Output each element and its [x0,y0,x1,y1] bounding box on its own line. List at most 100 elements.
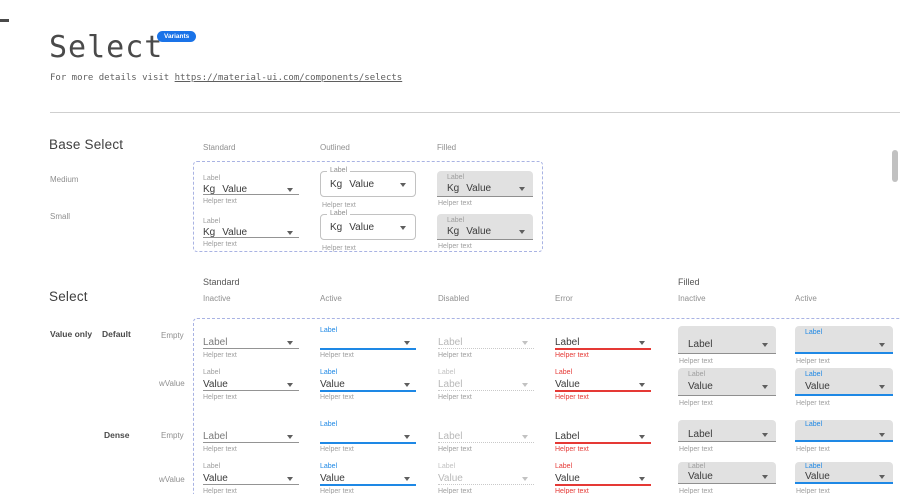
floating-label: Label [805,371,823,378]
select-value: Label [688,339,713,350]
docs-link[interactable]: https://material-ui.com/components/selec… [174,73,403,83]
underline [555,348,651,350]
value-row: Label [438,336,534,349]
select-value: Value [555,379,580,390]
select-control-outlined-inactive[interactable]: Label Kg Value Helper text [320,210,416,252]
select-value: Label [555,431,580,442]
select-value: Label [438,379,463,390]
section-divider [50,112,900,113]
select-control-standard-error[interactable]: Label Value Helper text [555,463,651,494]
select-control-filled-active[interactable]: Label Value Helper text [795,368,893,407]
value-row: Label [438,430,534,443]
value-row: Label [688,428,776,441]
select-control-standard-active[interactable]: Label Helper text [320,421,416,457]
value-row: Value [555,378,651,391]
select-control-filled-inactive[interactable]: Label Value Helper text [678,368,776,407]
underline [203,348,299,349]
value-prefix: Kg [203,184,216,195]
select-control-filled-active[interactable]: Label Value Helper text [795,462,893,494]
select-value: Kg Value [330,222,375,233]
value-row [320,336,416,349]
dropdown-arrow-icon [522,435,528,439]
select-control-standard-active[interactable]: Label Value Helper text [320,463,416,494]
select-control-standard-inactive[interactable]: Label Kg Value Helper text [203,210,299,248]
helper-text: Helper text [203,488,237,494]
select-value: Value [203,379,228,390]
row-label-value-only: Value only [50,329,93,339]
select-control-filled-active[interactable]: Label Helper text [795,326,893,365]
select-value: Value [688,471,713,482]
filled-box: Label Value [795,462,893,484]
select-control-standard-inactive[interactable]: Label Value Helper text [203,463,299,494]
select-control-filled-inactive[interactable]: Label Kg Value Helper text [437,167,533,207]
select-control-standard-inactive[interactable]: Label Helper text [203,327,299,363]
value-row: Kg Value [330,221,414,234]
dropdown-arrow-icon [762,433,768,437]
dropdown-arrow-icon [404,341,410,345]
select-control-standard-inactive[interactable]: Label Helper text [203,421,299,457]
select-value: Kg Value [330,179,375,190]
select-control-standard-inactive[interactable]: Label Value Helper text [203,369,299,405]
dropdown-arrow-icon [639,477,645,481]
select-control-standard-error[interactable]: Label Value Helper text [555,369,651,405]
select-control-standard-active[interactable]: Label Helper text [320,327,416,363]
select-control-standard-disabled[interactable]: Label Helper text [438,421,534,457]
floating-label: Label [447,217,465,224]
select-control-filled-inactive[interactable]: Label Kg Value Helper text [437,210,533,250]
row-label-empty-default: Empty [161,331,184,340]
helper-text: Helper text [796,446,830,453]
select-control-standard-inactive[interactable]: Label Kg Value Helper text [203,167,299,205]
value-row: Value [320,378,416,391]
column-header-std-disabled: Disabled [438,294,470,303]
value-row: Value [805,380,893,393]
base-select-dashed-group [193,161,543,252]
floating-label: Label [203,175,221,182]
column-header-standard: Standard [203,143,236,152]
column-header-filled-inactive: Inactive [678,294,706,303]
select-value: Label [688,429,713,440]
select-control-standard-disabled[interactable]: Label Value Helper text [438,463,534,494]
select-control-standard-error[interactable]: Label Helper text [555,421,651,457]
select-control-filled-inactive[interactable]: Label Helper text [678,420,776,457]
row-label-wvalue-default: wValue [159,379,185,388]
value-prefix: Kg [330,179,343,190]
column-header-filled-active: Active [795,294,817,303]
select-control-outlined-inactive[interactable]: Label Kg Value Helper text [320,167,416,209]
underline [438,390,534,391]
select-control-filled-inactive[interactable]: Label Value Helper text [678,462,776,494]
scrollbar-thumb[interactable] [892,150,898,182]
helper-text: Helper text [203,394,237,401]
subtitle-text: For more details visit [50,73,175,83]
helper-text: Helper text [320,352,354,359]
select-value: Value [438,473,463,484]
value-row: Kg Value [203,226,299,239]
helper-text: Helper text [796,400,830,407]
dropdown-arrow-icon [400,226,406,230]
underline [203,442,299,443]
select-control-filled-inactive[interactable]: Label Helper text [678,326,776,365]
select-control-standard-error[interactable]: Label Helper text [555,327,651,363]
helper-text: Helper text [438,446,472,453]
select-dashed-group [193,318,900,494]
column-header-std-error: Error [555,294,573,303]
select-control-standard-disabled[interactable]: Label Label Helper text [438,369,534,405]
select-control-standard-disabled[interactable]: Label Helper text [438,327,534,363]
value-prefix: Kg [330,222,343,233]
select-value: Value [555,473,580,484]
row-label-dense: Dense [104,430,130,440]
floating-label: Label [555,463,573,470]
select-value: Value [320,379,345,390]
value-row [805,338,893,351]
helper-text: Helper text [555,352,589,359]
window-edge-mark [0,19,9,22]
select-control-filled-active[interactable]: Label Helper text [795,420,893,457]
row-label-medium: Medium [50,175,79,184]
select-control-standard-active[interactable]: Label Value Helper text [320,369,416,405]
value-row: Label [555,336,651,349]
dropdown-arrow-icon [287,188,293,192]
floating-label: Label [805,463,823,470]
dropdown-arrow-icon [287,383,293,387]
underline [203,484,299,485]
dropdown-arrow-icon [879,433,885,437]
floating-label: Label [203,218,221,225]
